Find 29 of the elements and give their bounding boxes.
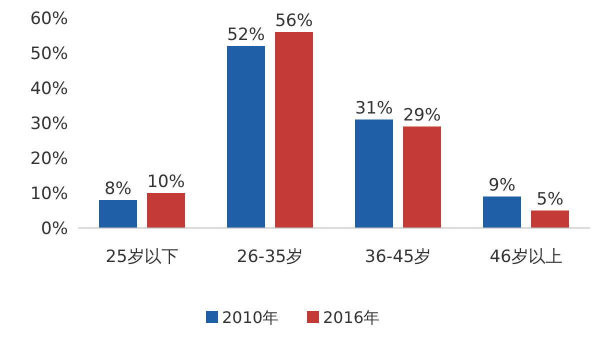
data-label: 10%: [147, 172, 185, 192]
y-tick-label: 20%: [30, 149, 68, 169]
bar: [403, 126, 441, 228]
y-tick-label: 0%: [41, 219, 68, 239]
data-label: 52%: [227, 25, 265, 45]
y-tick-label: 40%: [30, 79, 68, 99]
data-label: 29%: [403, 106, 441, 126]
data-label: 56%: [275, 11, 313, 31]
y-tick-label: 10%: [30, 184, 68, 204]
bar: [99, 200, 137, 228]
x-tick-label: 46岁以上: [490, 247, 562, 267]
bar: [275, 32, 313, 228]
y-tick-label: 30%: [30, 114, 68, 134]
bar: [531, 210, 569, 228]
data-label: 9%: [488, 176, 516, 196]
y-tick-label: 50%: [30, 44, 68, 64]
bar: [483, 196, 521, 228]
bar: [147, 193, 185, 228]
data-label: 5%: [536, 190, 564, 210]
x-tick-label: 25岁以下: [106, 247, 178, 267]
data-label: 31%: [355, 98, 393, 118]
y-tick-label: 60%: [30, 9, 68, 29]
legend-label: 2010年: [222, 308, 279, 327]
bar: [227, 46, 265, 228]
bar: [355, 120, 393, 228]
x-tick-label: 26-35岁: [236, 247, 304, 267]
data-label: 8%: [104, 179, 132, 199]
x-tick-label: 36-45岁: [364, 247, 432, 267]
legend-label: 2016年: [323, 308, 380, 327]
